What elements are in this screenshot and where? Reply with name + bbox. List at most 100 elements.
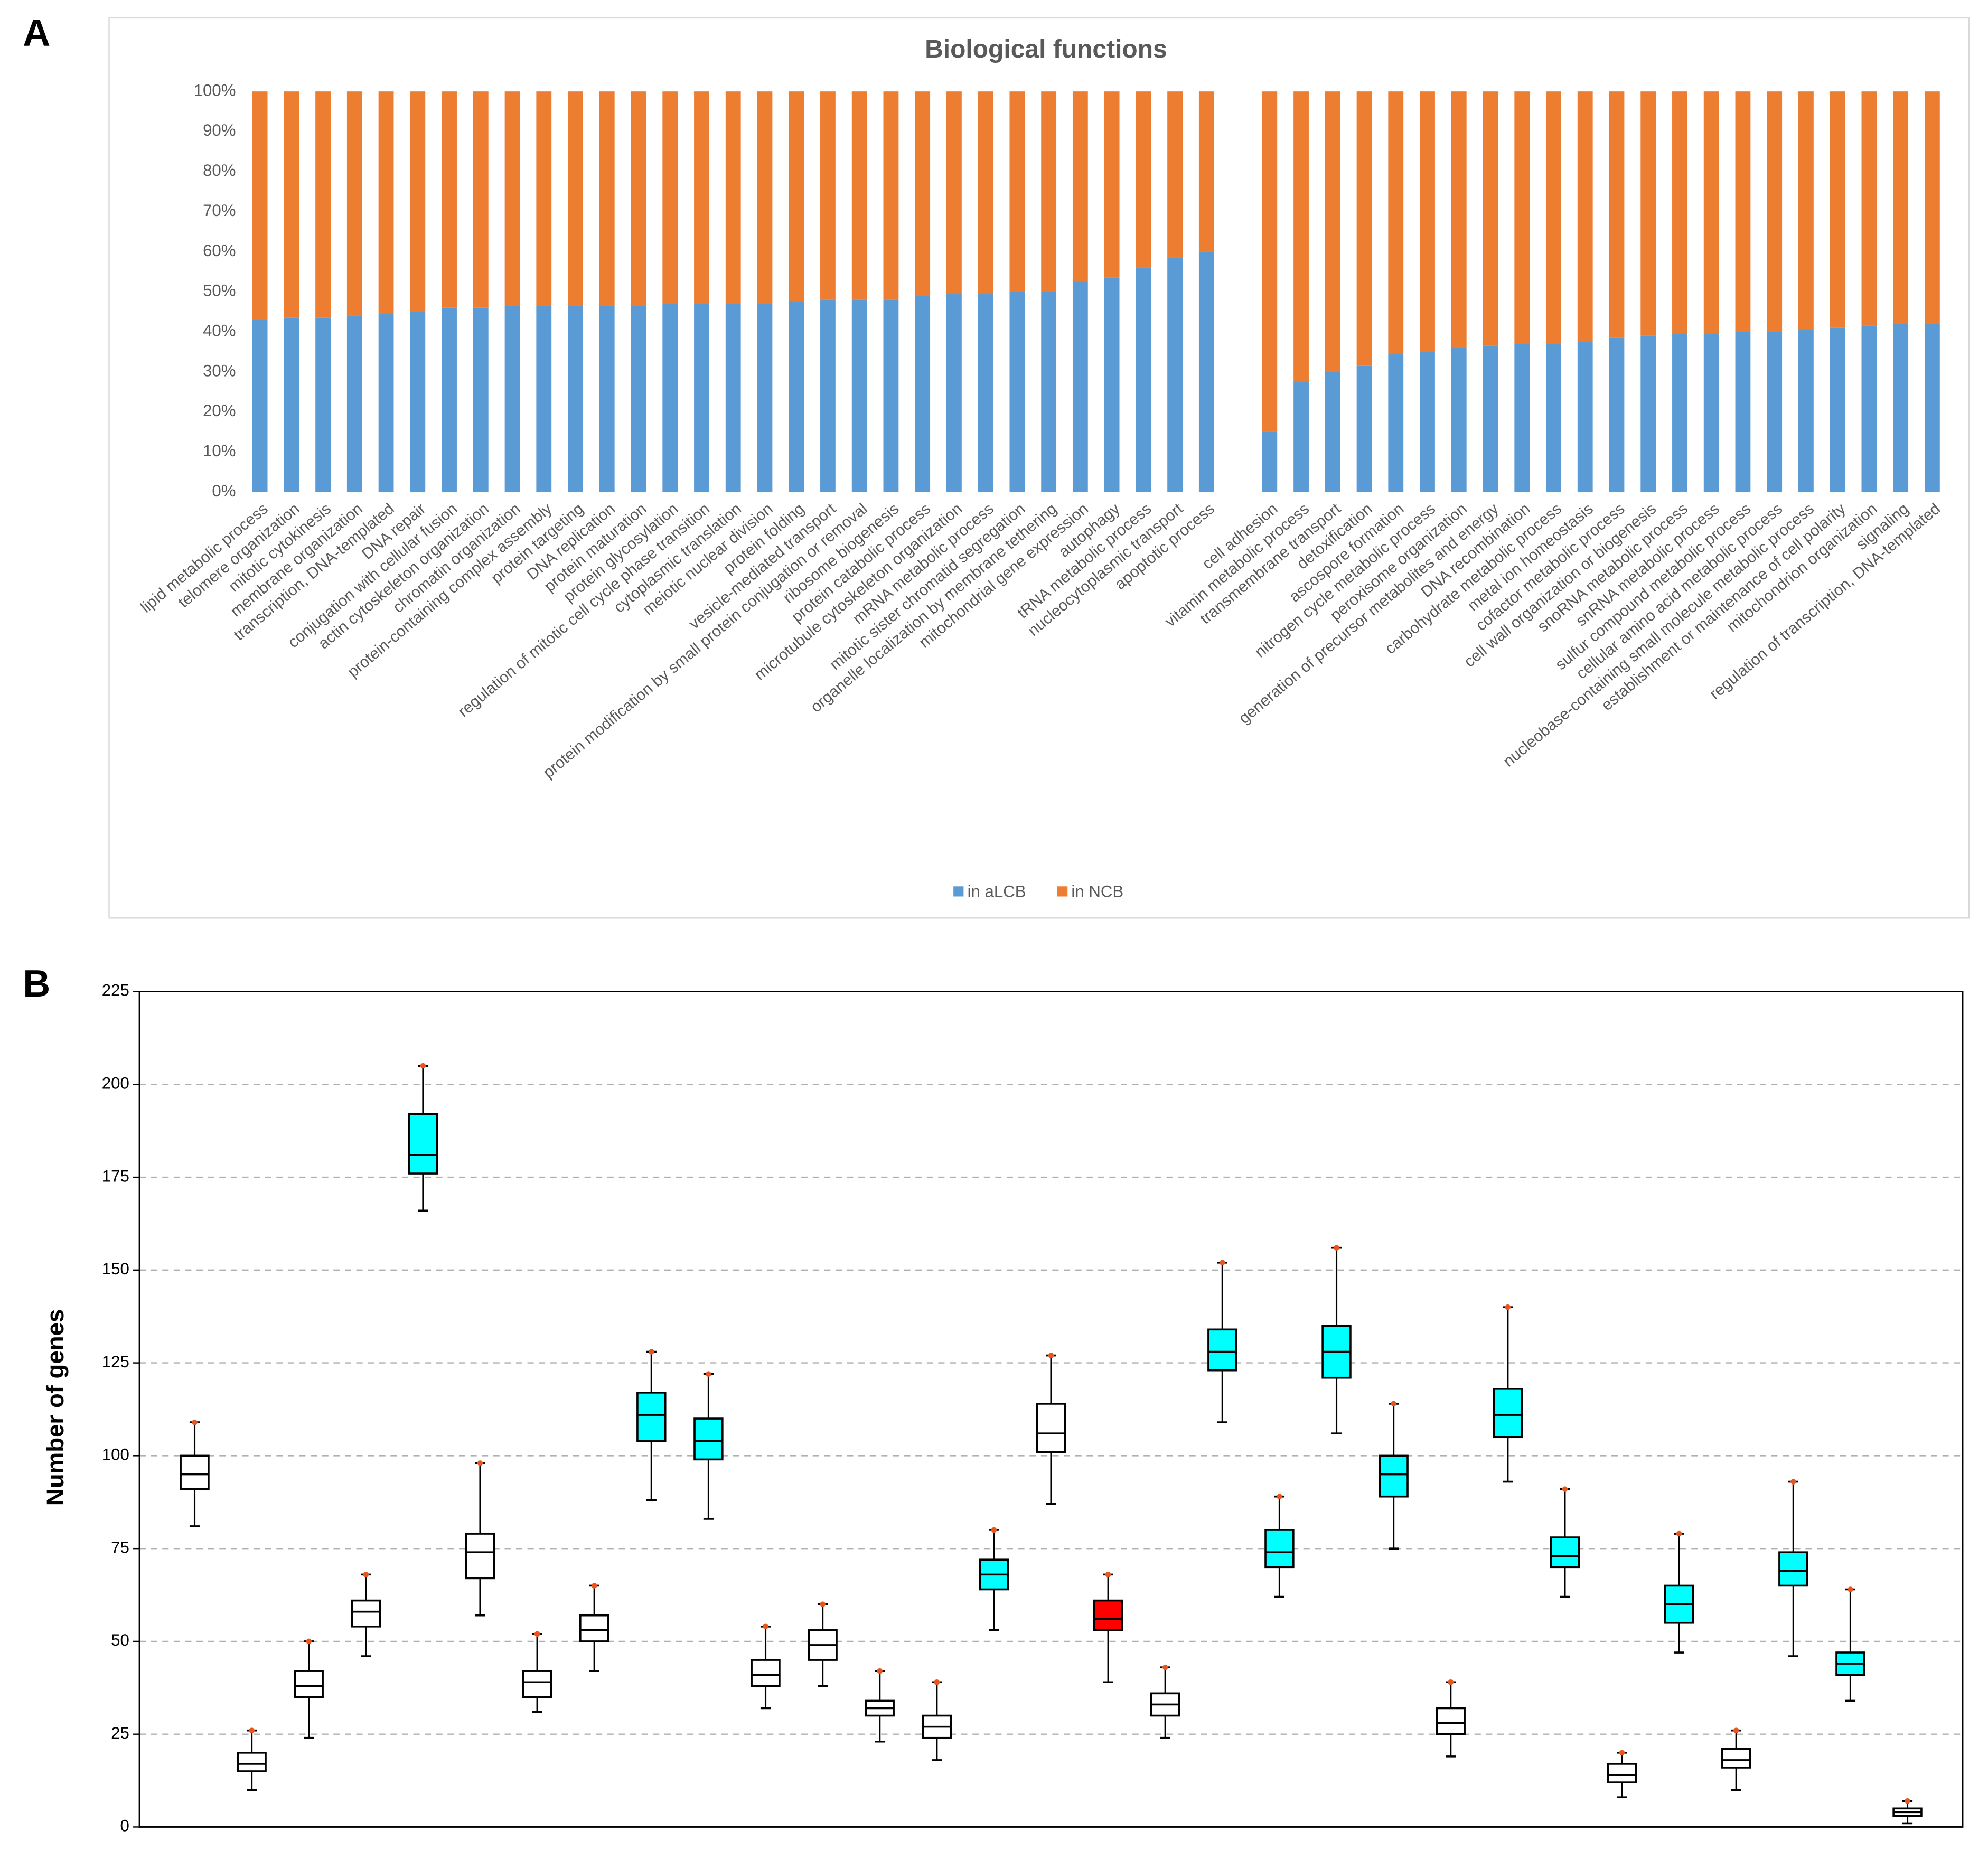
bar-segment [631, 91, 646, 306]
bar-segment [851, 299, 867, 492]
max-point [306, 1638, 312, 1645]
bar-segment [504, 305, 520, 492]
bar-segment [1893, 324, 1909, 492]
bar-segment [1893, 91, 1909, 324]
bar-segment [1198, 91, 1214, 252]
bar-segment [1703, 91, 1719, 334]
max-point [649, 1349, 654, 1355]
panel-letter: A [23, 12, 50, 54]
box [1436, 1707, 1466, 1735]
bar-segment [1356, 365, 1372, 492]
y-axis-label: Number of genes [42, 1309, 69, 1506]
box [1778, 1551, 1808, 1587]
bar-segment [1830, 327, 1845, 492]
bar-segment [1451, 91, 1467, 348]
bar-segment [1640, 91, 1656, 336]
bar-segment [378, 91, 394, 314]
bar-segment [1104, 277, 1120, 492]
bar-segment [473, 91, 489, 308]
bar-segment [284, 91, 299, 318]
y-tick-label: 0 [120, 1817, 129, 1835]
bar-segment [1514, 91, 1530, 344]
bar-segment [568, 305, 583, 492]
y-tick-label: 60% [203, 241, 236, 260]
bar-segment [694, 91, 709, 304]
bar-segment [536, 91, 552, 306]
max-point [1448, 1679, 1454, 1685]
y-tick-label: 125 [102, 1353, 129, 1371]
y-tick-label: 100 [102, 1445, 129, 1464]
bar-segment [1546, 344, 1561, 492]
y-tick-label: 20% [203, 401, 236, 420]
bar-segment [946, 91, 962, 294]
bar-segment [662, 304, 678, 492]
bar-segment [599, 305, 615, 492]
bar-segment [315, 317, 331, 492]
bar-segment [915, 91, 931, 296]
box [636, 1392, 667, 1442]
bar-segment [820, 299, 836, 492]
bar-segment [1451, 348, 1467, 492]
max-point [1105, 1572, 1111, 1577]
bar-segment [1798, 91, 1814, 330]
bar-segment [757, 91, 773, 304]
y-tick-label: 10% [203, 442, 236, 460]
bar-segment [1104, 91, 1120, 278]
bar-segment [410, 312, 426, 492]
max-point [1048, 1353, 1054, 1358]
bar-segment [473, 307, 489, 492]
box [465, 1533, 495, 1580]
bar-segment [1388, 354, 1404, 492]
y-tick-label: 40% [203, 322, 236, 340]
bar-segment [1167, 257, 1183, 492]
box [351, 1599, 381, 1628]
bar-segment [1577, 342, 1593, 492]
max-point [591, 1583, 597, 1589]
max-point [1391, 1401, 1396, 1407]
max-point [1220, 1260, 1225, 1266]
bar-segment [1072, 281, 1088, 492]
max-point [363, 1572, 369, 1577]
bar-segment [1514, 344, 1530, 492]
y-tick-label: 0% [212, 482, 236, 500]
legend-label: in NCB [1071, 882, 1123, 901]
bar-segment [1262, 431, 1278, 492]
legend-swatch [1057, 886, 1068, 897]
box [751, 1659, 781, 1687]
bar-segment [1483, 345, 1498, 492]
y-tick-label: 100% [194, 81, 236, 99]
bar-segment [789, 91, 804, 302]
bar-segment [978, 91, 993, 294]
bar-segment [1735, 91, 1751, 332]
max-point [1505, 1304, 1511, 1310]
box [1207, 1328, 1237, 1372]
bar-segment [662, 91, 678, 304]
bar-segment [1672, 334, 1687, 492]
bar-segment [1293, 91, 1309, 382]
y-tick-label: 200 [102, 1074, 129, 1093]
box [579, 1614, 609, 1642]
max-point [192, 1419, 198, 1425]
bar-segment [883, 91, 899, 300]
max-point [1848, 1586, 1853, 1592]
y-tick-label: 175 [102, 1167, 129, 1185]
y-tick-label: 50 [111, 1631, 129, 1649]
bar-segment [1136, 91, 1151, 268]
bar-segment [1672, 91, 1687, 334]
bar-segment [504, 91, 520, 306]
box [693, 1417, 724, 1461]
max-point [1619, 1750, 1625, 1756]
bar-segment [1325, 372, 1340, 492]
box [294, 1670, 324, 1698]
bar-segment [346, 315, 362, 492]
y-tick-label: 225 [102, 981, 129, 1000]
bar-segment [1009, 91, 1025, 292]
max-point [706, 1371, 711, 1377]
bar-segment [1072, 91, 1088, 282]
max-point [534, 1631, 540, 1637]
bar-segment [1577, 91, 1593, 342]
bar-segment [1767, 91, 1783, 332]
bar-segment [1546, 91, 1561, 344]
